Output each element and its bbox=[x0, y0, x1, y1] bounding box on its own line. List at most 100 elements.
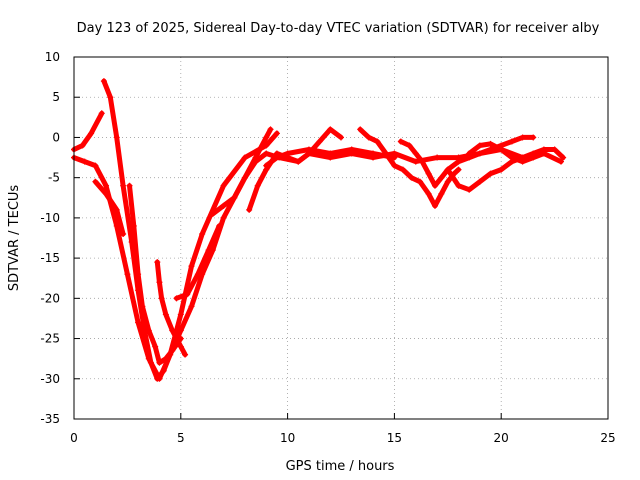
data-point bbox=[139, 303, 146, 310]
data-point bbox=[263, 162, 270, 169]
series-line bbox=[357, 126, 461, 209]
data-point bbox=[81, 158, 88, 165]
data-point bbox=[408, 174, 415, 181]
data-point bbox=[113, 134, 120, 141]
satellite-track-4 bbox=[92, 178, 127, 237]
data-point bbox=[540, 150, 547, 157]
data-point bbox=[92, 178, 99, 185]
y-tick-label: -30 bbox=[40, 372, 60, 386]
data-point bbox=[135, 319, 142, 326]
satellite-track-11 bbox=[357, 126, 462, 209]
series-line bbox=[127, 183, 184, 366]
series-layer bbox=[71, 78, 567, 382]
data-point bbox=[216, 222, 223, 229]
data-point bbox=[487, 170, 494, 177]
data-point bbox=[220, 214, 227, 221]
data-point bbox=[184, 291, 191, 298]
data-point bbox=[487, 140, 494, 147]
data-point bbox=[455, 182, 462, 189]
series-line bbox=[398, 134, 536, 189]
data-point bbox=[205, 247, 212, 254]
data-point bbox=[397, 138, 404, 145]
data-point bbox=[425, 190, 432, 197]
plot-frame bbox=[73, 56, 609, 420]
data-point bbox=[438, 174, 445, 181]
data-point bbox=[455, 158, 462, 165]
data-point bbox=[79, 142, 86, 149]
satellite-track-9 bbox=[246, 146, 565, 213]
satellite-track-12 bbox=[397, 134, 537, 189]
y-tick-label: -15 bbox=[40, 251, 60, 265]
y-tick-label: -20 bbox=[40, 291, 60, 305]
data-point bbox=[370, 150, 377, 157]
data-point bbox=[466, 186, 473, 193]
data-point bbox=[551, 146, 558, 153]
data-point bbox=[145, 327, 152, 334]
data-point bbox=[391, 162, 398, 169]
data-point bbox=[438, 190, 445, 197]
data-point bbox=[476, 150, 483, 157]
data-point bbox=[431, 202, 438, 209]
data-point bbox=[476, 178, 483, 185]
data-point bbox=[406, 142, 413, 149]
data-point bbox=[88, 130, 95, 137]
data-point bbox=[241, 154, 248, 161]
x-tick-label: 5 bbox=[177, 431, 185, 445]
data-point bbox=[113, 206, 120, 213]
data-point bbox=[374, 138, 381, 145]
satellite-track-10 bbox=[263, 146, 398, 169]
data-point bbox=[530, 134, 537, 141]
x-tick-label: 25 bbox=[600, 431, 615, 445]
series-line bbox=[92, 179, 126, 237]
data-point bbox=[152, 343, 159, 350]
data-point bbox=[412, 158, 419, 165]
data-point bbox=[162, 355, 169, 362]
y-axis-label: SDTVAR / TECUs bbox=[7, 185, 22, 292]
data-point bbox=[455, 166, 462, 173]
data-point bbox=[173, 295, 180, 302]
tick-labels: 0 5 10 15 20 25 10 5 0 -5 -10 -15 -20 -25 -30 -35 bbox=[40, 50, 615, 445]
satellite-track-8 bbox=[209, 126, 274, 217]
series-line bbox=[210, 126, 273, 217]
data-point bbox=[466, 150, 473, 157]
data-point bbox=[391, 154, 398, 161]
data-point bbox=[241, 174, 248, 181]
y-tick-label: 0 bbox=[52, 130, 60, 144]
series-line bbox=[71, 110, 105, 152]
data-point bbox=[419, 158, 426, 165]
data-point bbox=[120, 230, 127, 237]
satellite-track-13 bbox=[444, 146, 567, 193]
data-point bbox=[498, 166, 505, 173]
data-point bbox=[316, 138, 323, 145]
data-point bbox=[508, 154, 515, 161]
data-point bbox=[444, 178, 451, 185]
data-point bbox=[519, 134, 526, 141]
data-point bbox=[220, 182, 227, 189]
data-point bbox=[267, 126, 274, 133]
data-point bbox=[284, 150, 291, 157]
data-point bbox=[126, 182, 133, 189]
satellite-track-14 bbox=[466, 140, 547, 165]
data-point bbox=[156, 279, 163, 286]
satellite-track-6 bbox=[154, 259, 189, 358]
data-point bbox=[444, 166, 451, 173]
data-point bbox=[162, 311, 169, 318]
data-point bbox=[273, 130, 280, 137]
data-point bbox=[107, 94, 114, 101]
data-point bbox=[154, 259, 161, 266]
data-point bbox=[327, 126, 334, 133]
data-point bbox=[246, 206, 253, 213]
data-point bbox=[476, 142, 483, 149]
data-point bbox=[417, 178, 424, 185]
data-point bbox=[425, 170, 432, 177]
y-tick-label: -25 bbox=[40, 332, 60, 346]
data-point bbox=[160, 367, 167, 374]
data-point bbox=[412, 150, 419, 157]
data-point bbox=[103, 182, 110, 189]
data-point bbox=[487, 146, 494, 153]
data-point bbox=[103, 190, 110, 197]
x-axis-label: GPS time / hours bbox=[286, 459, 395, 474]
x-tick-label: 15 bbox=[387, 431, 402, 445]
data-point bbox=[498, 146, 505, 153]
